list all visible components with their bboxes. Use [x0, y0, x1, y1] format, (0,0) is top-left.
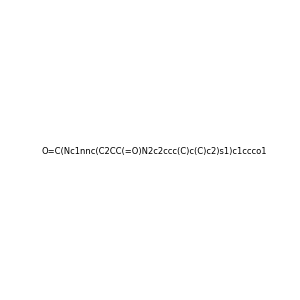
Text: O=C(Nc1nnc(C2CC(=O)N2c2ccc(C)c(C)c2)s1)c1ccco1: O=C(Nc1nnc(C2CC(=O)N2c2ccc(C)c(C)c2)s1)c… [41, 147, 266, 156]
